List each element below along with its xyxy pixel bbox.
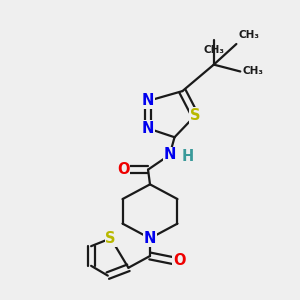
Text: N: N (142, 121, 154, 136)
Text: O: O (117, 162, 130, 177)
Text: N: N (142, 93, 154, 108)
Text: S: S (190, 108, 200, 123)
Text: CH₃: CH₃ (238, 30, 259, 40)
Text: N: N (144, 231, 156, 246)
Text: CH₃: CH₃ (242, 67, 263, 76)
Text: S: S (106, 231, 116, 246)
Text: N: N (164, 147, 176, 162)
Text: O: O (173, 254, 186, 268)
Text: H: H (182, 149, 194, 164)
Text: CH₃: CH₃ (203, 45, 224, 55)
